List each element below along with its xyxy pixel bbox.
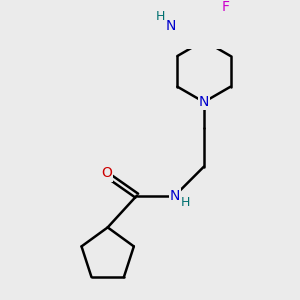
Text: H: H: [181, 196, 190, 209]
Text: N: N: [166, 19, 176, 33]
Text: N: N: [199, 95, 209, 109]
Text: F: F: [222, 0, 230, 14]
Text: N: N: [170, 189, 180, 203]
Text: O: O: [101, 167, 112, 180]
Text: H: H: [156, 10, 165, 23]
